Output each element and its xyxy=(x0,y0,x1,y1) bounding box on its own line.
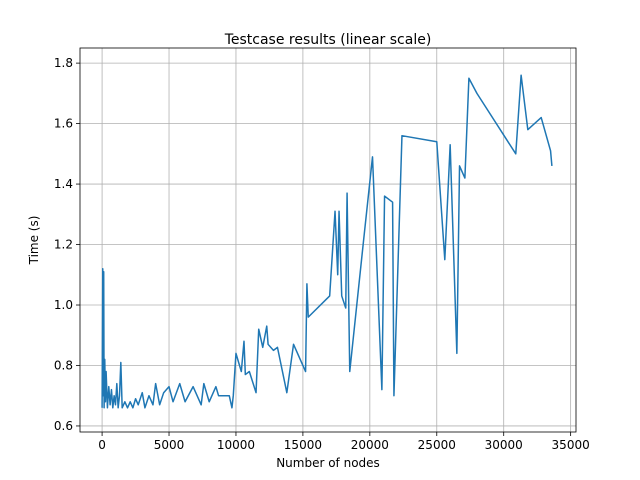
x-axis-label: Number of nodes xyxy=(276,456,380,470)
y-tick-label: 0.6 xyxy=(54,419,73,433)
plot-frame xyxy=(79,47,577,433)
y-tick-label: 1.8 xyxy=(54,56,73,70)
x-tick-label: 35000 xyxy=(552,438,590,452)
x-tick-label: 0 xyxy=(98,438,106,452)
y-tick-label: 1.2 xyxy=(54,238,73,252)
x-tick-label: 25000 xyxy=(418,438,456,452)
y-tick-label: 1.0 xyxy=(54,298,73,312)
y-tick-label: 1.6 xyxy=(54,117,73,131)
x-tick-label: 5000 xyxy=(154,438,185,452)
x-tick-label: 15000 xyxy=(284,438,322,452)
y-tick-label: 1.4 xyxy=(54,177,73,191)
x-tick-label: 20000 xyxy=(351,438,389,452)
x-tick-label: 10000 xyxy=(217,438,255,452)
x-tick-label: 30000 xyxy=(485,438,523,452)
y-axis-label: Time (s) xyxy=(27,216,41,266)
chart-title: Testcase results (linear scale) xyxy=(224,32,432,48)
y-tick-label: 0.8 xyxy=(54,358,73,372)
data-line xyxy=(101,74,553,409)
